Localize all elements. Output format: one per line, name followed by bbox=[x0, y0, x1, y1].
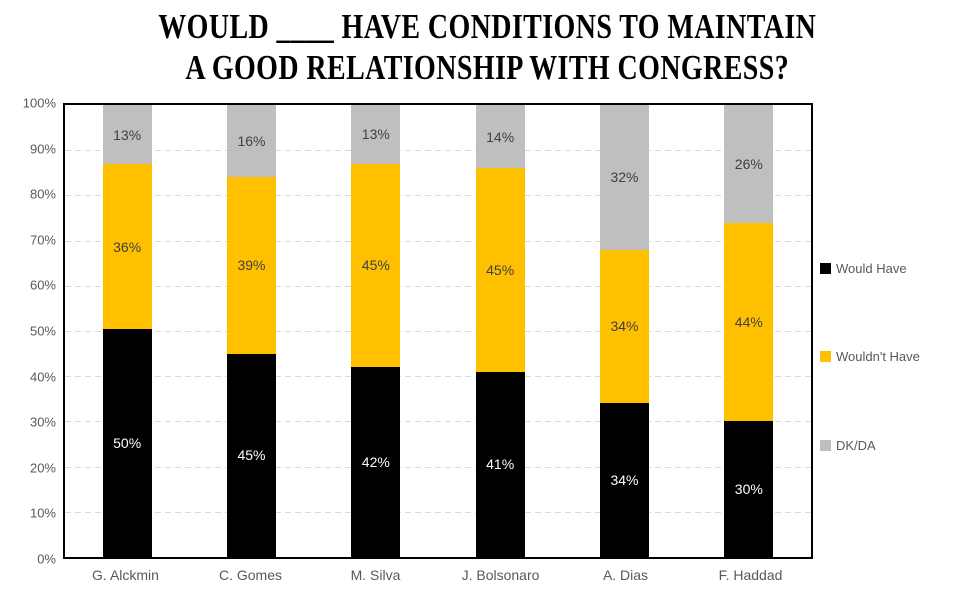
data-label-wouldn-t-have-c-gomes: 39% bbox=[237, 257, 266, 274]
legend-label-dk-da: DK/DA bbox=[836, 438, 876, 453]
x-axis-label-f-haddad: F. Haddad bbox=[718, 567, 783, 583]
y-axis-tick-40: 40% bbox=[29, 369, 56, 385]
gridline-30 bbox=[65, 421, 811, 423]
y-axis-tick-30: 30% bbox=[29, 414, 56, 430]
gridline-50 bbox=[65, 331, 811, 332]
segment-wouldn-t-have-c-gomes: 39% bbox=[226, 177, 276, 354]
x-axis-label-a-dias: A. Dias bbox=[602, 567, 649, 583]
gridline-10 bbox=[65, 511, 811, 513]
gridline-20 bbox=[65, 466, 811, 468]
segment-wouldn-t-have-g-alckmin: 36% bbox=[102, 164, 152, 329]
y-axis-tick-60: 60% bbox=[29, 277, 56, 293]
segment-wouldn-t-have-f-haddad: 44% bbox=[724, 222, 774, 422]
bar-column-c-gomes: 16% 39% 45% bbox=[189, 105, 313, 557]
bar-a-dias: 32% 34% 34% bbox=[599, 105, 649, 557]
bar-column-g-alckmin: 13% 36% 50% bbox=[65, 105, 189, 557]
segment-would-have-c-gomes: 45% bbox=[226, 353, 276, 557]
segment-dk-da-c-gomes: 16% bbox=[226, 105, 276, 178]
legend-swatch-would-have bbox=[820, 263, 831, 274]
plot-area: 13% 36% 50% 16% 39% 45% 13% 45% 42% 14% 45% 41% 32% 3… bbox=[63, 103, 813, 559]
gridline-60 bbox=[65, 285, 811, 287]
data-label-would-have-j-bolsonaro: 41% bbox=[486, 456, 515, 473]
y-axis-tick-20: 20% bbox=[29, 460, 56, 476]
data-label-would-have-g-alckmin: 50% bbox=[113, 434, 142, 451]
bar-m-silva: 13% 45% 42% bbox=[351, 105, 401, 557]
data-label-dk-da-m-silva: 13% bbox=[361, 126, 390, 143]
x-axis: G. Alckmin C. Gomes M. Silva J. Bolsonaro A.… bbox=[63, 567, 813, 583]
data-label-wouldn-t-have-m-silva: 45% bbox=[361, 257, 390, 274]
bar-column-a-dias: 32% 34% 34% bbox=[562, 105, 686, 557]
x-axis-label-j-bolsonaro: J. Bolsonaro bbox=[461, 567, 540, 583]
data-label-wouldn-t-have-f-haddad: 44% bbox=[734, 313, 763, 330]
data-label-dk-da-g-alckmin: 13% bbox=[113, 126, 142, 143]
y-axis-tick-80: 80% bbox=[29, 186, 56, 202]
segment-dk-da-g-alckmin: 13% bbox=[102, 105, 152, 165]
chart-title: WOULD ____ HAVE CONDITIONS TO MAINTAIN A… bbox=[0, 6, 974, 88]
legend-item-would-have: Would Have bbox=[820, 261, 907, 276]
segment-dk-da-a-dias: 32% bbox=[599, 105, 649, 250]
chart-title-line-2: A GOOD RELATIONSHIP WITH CONGRESS? bbox=[185, 48, 789, 87]
data-label-dk-da-c-gomes: 16% bbox=[237, 133, 266, 150]
x-axis-label-c-gomes: C. Gomes bbox=[218, 567, 282, 583]
y-axis-tick-70: 70% bbox=[29, 232, 56, 248]
data-label-wouldn-t-have-g-alckmin: 36% bbox=[113, 238, 142, 255]
bar-g-alckmin: 13% 36% 50% bbox=[102, 105, 152, 557]
legend-swatch-dk-da bbox=[820, 440, 831, 451]
segment-wouldn-t-have-j-bolsonaro: 45% bbox=[475, 168, 525, 372]
data-label-dk-da-a-dias: 32% bbox=[610, 169, 639, 186]
segment-would-have-g-alckmin: 50% bbox=[102, 328, 152, 557]
legend-swatch-wouldn-t-have bbox=[820, 351, 831, 362]
bar-columns: 13% 36% 50% 16% 39% 45% 13% 45% 42% 14% 45% 41% 32% 3… bbox=[65, 105, 811, 557]
bar-f-haddad: 26% 44% 30% bbox=[724, 105, 774, 557]
segment-would-have-m-silva: 42% bbox=[351, 367, 401, 557]
y-axis-tick-0: 0% bbox=[37, 551, 56, 567]
segment-would-have-f-haddad: 30% bbox=[724, 421, 774, 557]
y-axis-tick-100: 100% bbox=[22, 95, 56, 111]
data-label-would-have-f-haddad: 30% bbox=[734, 481, 763, 498]
bar-c-gomes: 16% 39% 45% bbox=[226, 105, 276, 557]
chart-title-line-1: WOULD ____ HAVE CONDITIONS TO MAINTAIN bbox=[157, 7, 816, 46]
bar-column-j-bolsonaro: 14% 45% 41% bbox=[438, 105, 562, 557]
bar-column-m-silva: 13% 45% 42% bbox=[314, 105, 438, 557]
data-label-would-have-a-dias: 34% bbox=[610, 472, 639, 489]
segment-dk-da-j-bolsonaro: 14% bbox=[475, 105, 525, 169]
bar-j-bolsonaro: 14% 45% 41% bbox=[475, 105, 525, 557]
bar-column-f-haddad: 26% 44% 30% bbox=[687, 105, 811, 557]
data-label-wouldn-t-have-a-dias: 34% bbox=[610, 318, 639, 335]
y-axis-tick-50: 50% bbox=[29, 323, 56, 339]
legend-item-wouldn-t-have: Wouldn't Have bbox=[820, 349, 920, 364]
legend: Would Have Wouldn't Have DK/DA bbox=[820, 0, 974, 600]
segment-would-have-j-bolsonaro: 41% bbox=[475, 371, 525, 557]
x-axis-label-g-alckmin: G. Alckmin bbox=[92, 567, 159, 583]
data-label-dk-da-j-bolsonaro: 14% bbox=[486, 128, 515, 145]
y-axis-tick-10: 10% bbox=[29, 505, 56, 521]
segment-would-have-a-dias: 34% bbox=[599, 403, 649, 557]
gridline-40 bbox=[65, 376, 811, 378]
segment-dk-da-f-haddad: 26% bbox=[724, 105, 774, 223]
y-axis: 100% 90% 80% 70% 60% 50% 40% 30% 20% 10% 0% bbox=[0, 96, 56, 567]
data-label-dk-da-f-haddad: 26% bbox=[734, 155, 763, 172]
x-axis-label-m-silva: M. Silva bbox=[350, 567, 401, 583]
gridline-90 bbox=[65, 150, 811, 152]
legend-item-dk-da: DK/DA bbox=[820, 438, 876, 453]
segment-wouldn-t-have-a-dias: 34% bbox=[599, 249, 649, 404]
gridline-70 bbox=[65, 240, 811, 242]
segment-dk-da-m-silva: 13% bbox=[351, 105, 401, 164]
legend-label-would-have: Would Have bbox=[836, 261, 907, 276]
legend-label-wouldn-t-have: Wouldn't Have bbox=[836, 349, 920, 364]
data-label-would-have-m-silva: 42% bbox=[361, 454, 390, 471]
data-label-wouldn-t-have-j-bolsonaro: 45% bbox=[486, 261, 515, 278]
y-axis-tick-90: 90% bbox=[29, 141, 56, 157]
data-label-would-have-c-gomes: 45% bbox=[237, 447, 266, 464]
gridline-80 bbox=[65, 195, 811, 197]
segment-wouldn-t-have-m-silva: 45% bbox=[351, 163, 401, 368]
